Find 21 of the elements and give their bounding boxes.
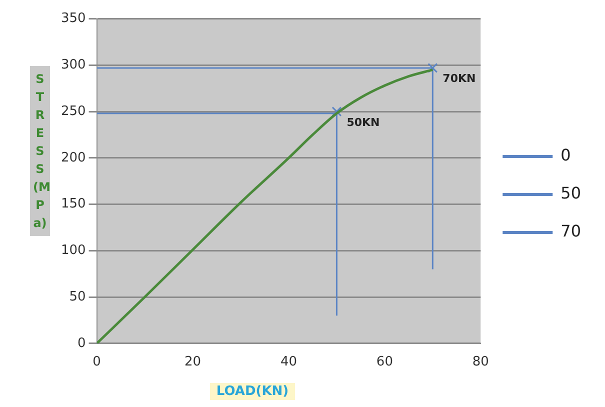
x-tick-label: 60 bbox=[376, 354, 393, 370]
legend-label: 70 bbox=[560, 222, 581, 241]
y-tick-label: 250 bbox=[60, 104, 86, 119]
x-tick-label: 40 bbox=[280, 354, 297, 370]
y-tick-label: 100 bbox=[60, 243, 86, 258]
annotation: 70KN bbox=[442, 72, 476, 86]
x-tick-label: 20 bbox=[184, 354, 202, 370]
y-tick-label: 150 bbox=[60, 196, 86, 212]
x-tick-label: 0 bbox=[92, 354, 101, 370]
x-tick-label: 80 bbox=[472, 354, 489, 370]
line-series bbox=[96, 68, 434, 344]
x-axis-title: LOAD(KN) bbox=[210, 383, 295, 400]
legend-label: 0 bbox=[560, 146, 571, 165]
y-tick-label: 50 bbox=[69, 289, 86, 304]
text: STRESS(MPa) bbox=[33, 72, 50, 230]
legend-label: 50 bbox=[560, 184, 581, 203]
y-tick-label: 300 bbox=[60, 58, 86, 73]
y-tick-label: 0 bbox=[78, 336, 86, 351]
y-tick-label: 200 bbox=[60, 150, 86, 166]
annotation: 50KN bbox=[346, 116, 380, 129]
y-tick-label: 350 bbox=[60, 11, 86, 26]
